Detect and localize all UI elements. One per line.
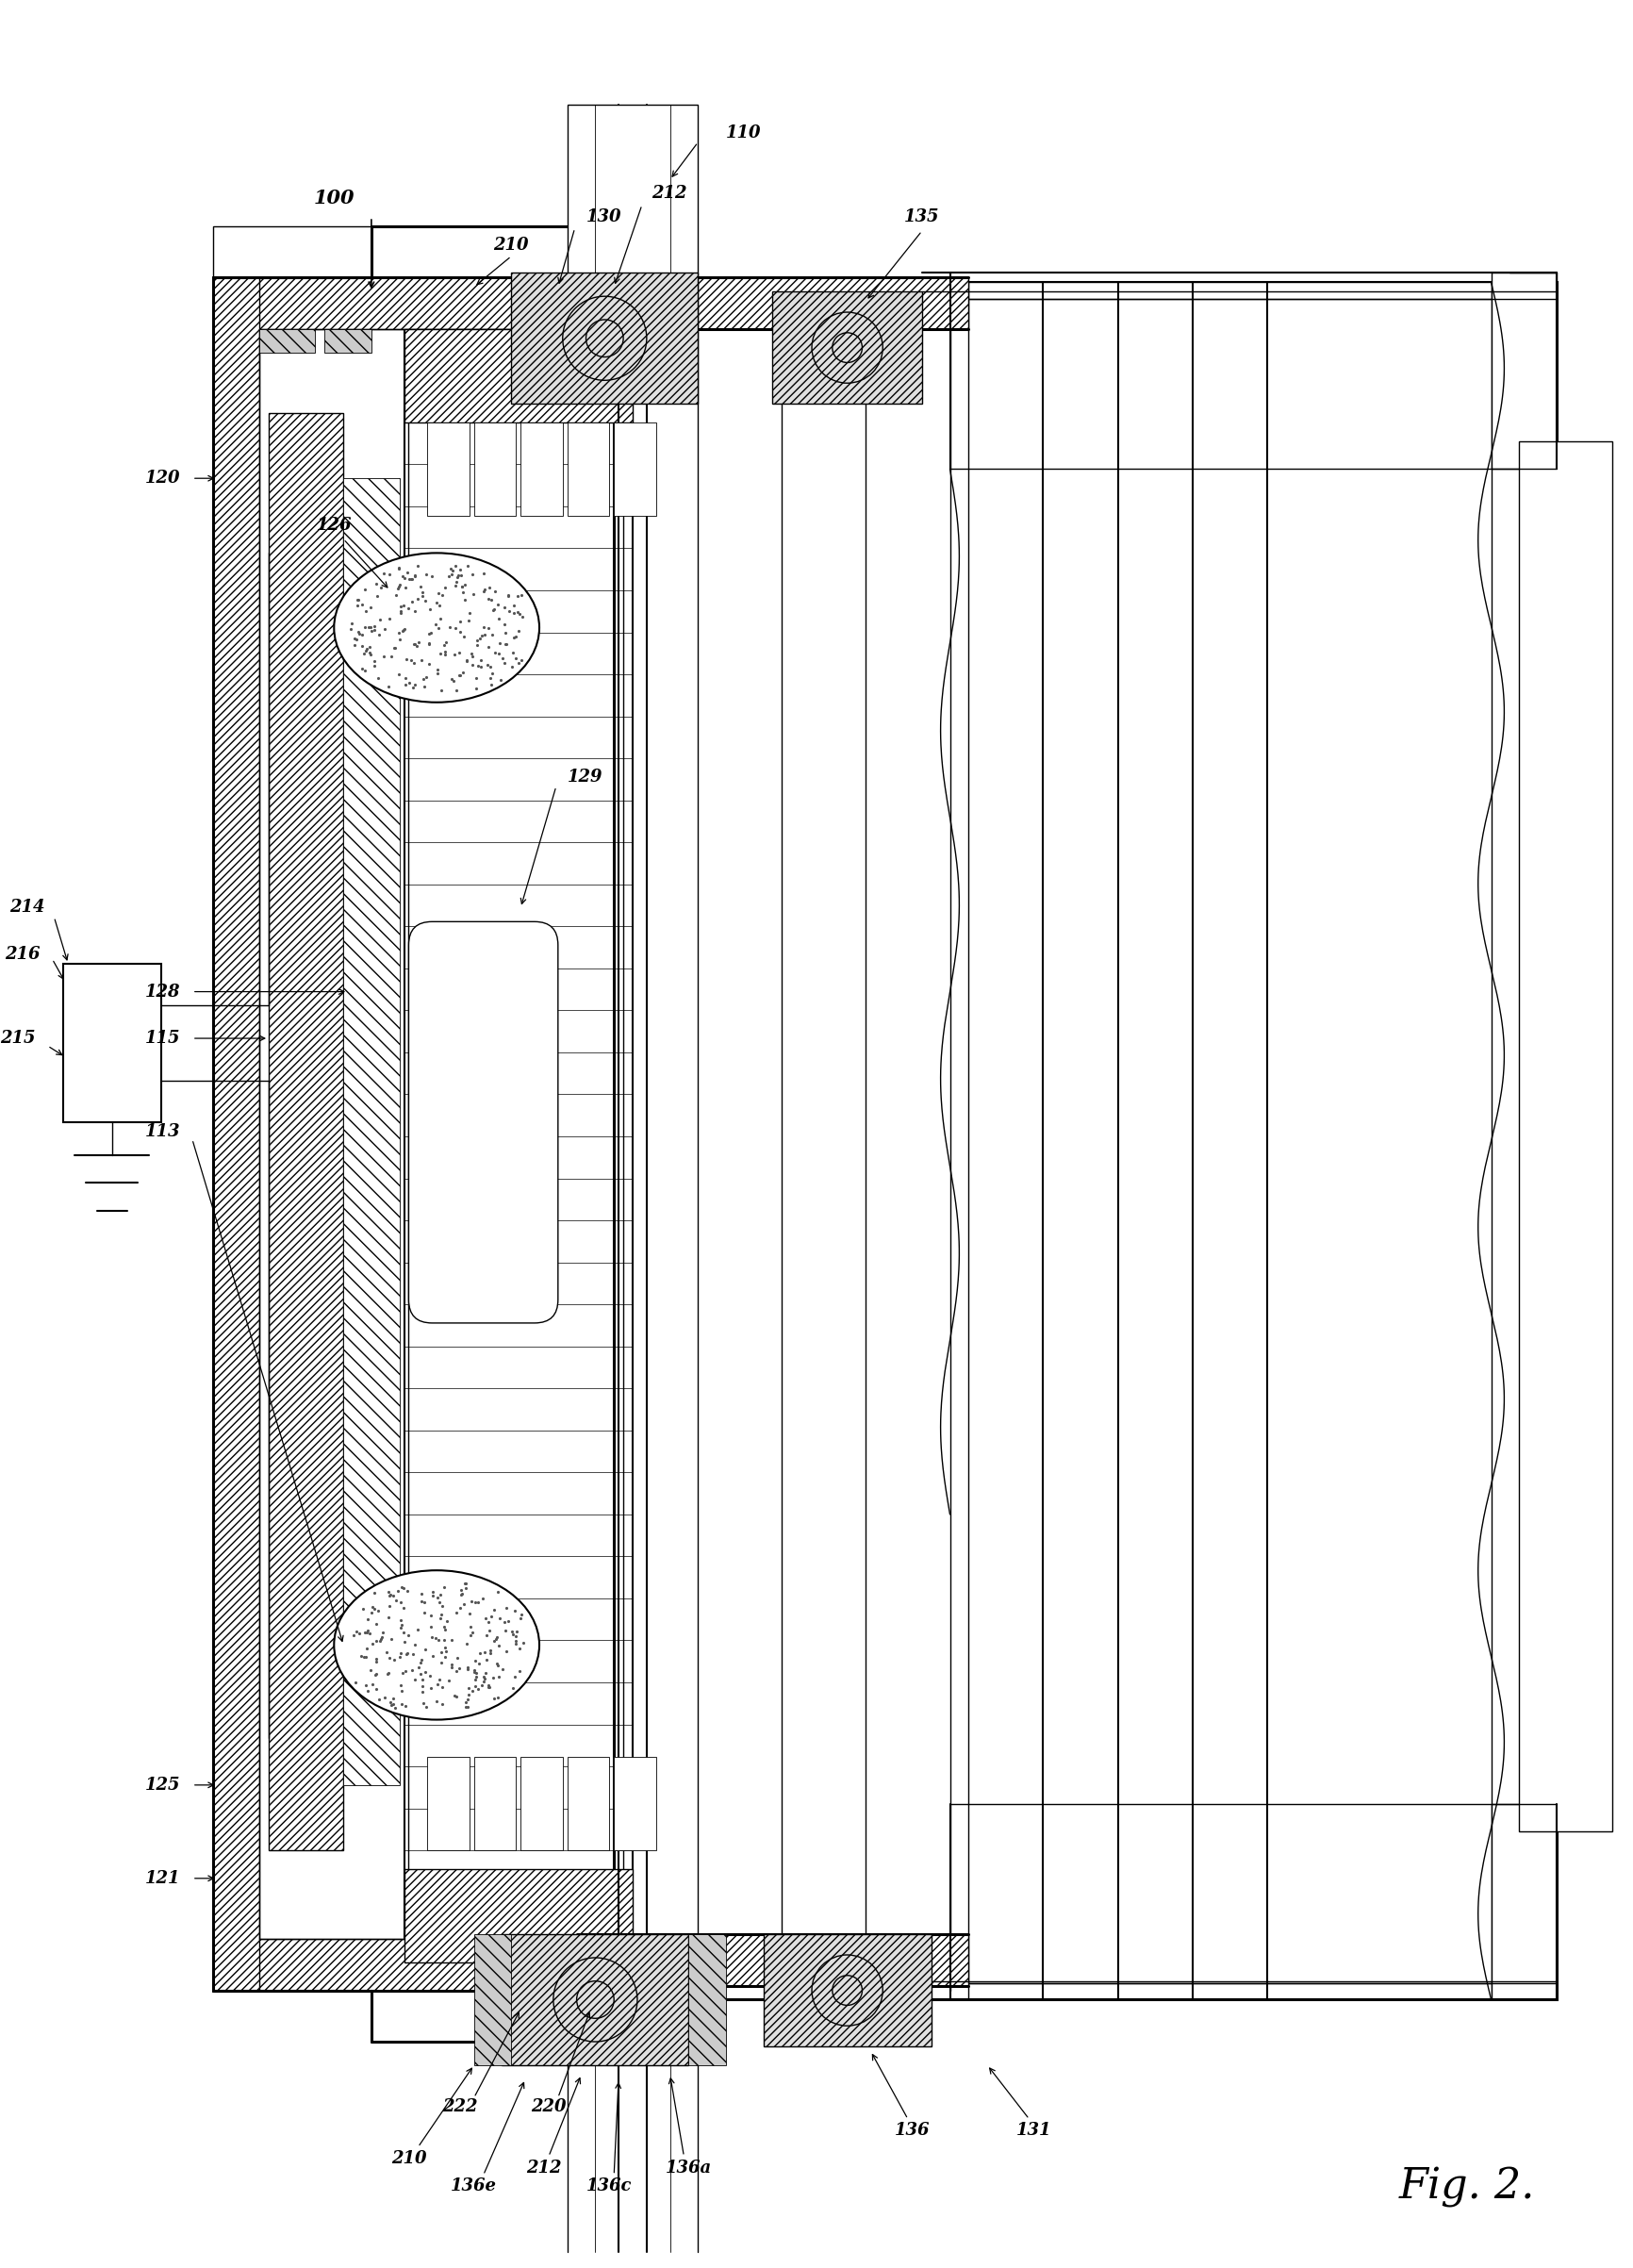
Text: 100: 100 bbox=[314, 188, 354, 209]
Text: 212: 212 bbox=[526, 2159, 562, 2177]
Bar bbox=[403, 329, 632, 1962]
Bar bbox=[521, 1758, 563, 1851]
Bar bbox=[343, 479, 400, 1785]
Bar bbox=[474, 422, 516, 515]
Text: 215: 215 bbox=[0, 1030, 36, 1048]
Text: 130: 130 bbox=[586, 209, 621, 225]
Bar bbox=[474, 1935, 511, 2066]
Bar bbox=[576, 277, 968, 329]
Text: 136c: 136c bbox=[586, 2177, 632, 2195]
Text: 120: 120 bbox=[145, 469, 180, 488]
Text: 136e: 136e bbox=[451, 2177, 496, 2195]
Bar bbox=[428, 1758, 469, 1851]
Bar bbox=[521, 422, 563, 515]
Bar bbox=[269, 413, 343, 1851]
Text: 222: 222 bbox=[443, 2098, 478, 2116]
Bar bbox=[567, 104, 697, 329]
Bar bbox=[511, 272, 697, 404]
Bar bbox=[403, 1869, 632, 1962]
Text: 113: 113 bbox=[145, 1123, 180, 1141]
Bar bbox=[614, 1758, 656, 1851]
Bar bbox=[212, 1939, 614, 1991]
Bar bbox=[408, 338, 624, 1953]
Text: 136: 136 bbox=[895, 2123, 931, 2139]
Bar bbox=[501, 1935, 689, 2066]
Bar bbox=[1491, 272, 1556, 469]
Text: 214: 214 bbox=[10, 898, 44, 916]
Bar bbox=[689, 1935, 727, 2066]
Text: 135: 135 bbox=[905, 209, 939, 225]
Bar bbox=[614, 422, 656, 515]
Text: 220: 220 bbox=[531, 2098, 567, 2116]
Bar bbox=[474, 1758, 516, 1851]
Bar bbox=[260, 329, 315, 352]
Bar bbox=[763, 1935, 931, 2046]
Bar bbox=[64, 964, 162, 1123]
Bar bbox=[212, 277, 260, 1991]
Bar bbox=[428, 422, 469, 515]
Text: 216: 216 bbox=[5, 946, 41, 964]
Text: 212: 212 bbox=[652, 186, 686, 202]
Bar bbox=[1491, 1803, 1556, 2000]
Bar bbox=[325, 329, 371, 352]
Bar bbox=[772, 293, 923, 404]
Bar bbox=[604, 281, 1556, 2000]
Bar bbox=[212, 227, 371, 277]
Text: 129: 129 bbox=[567, 769, 603, 785]
Bar bbox=[576, 1935, 968, 1987]
Text: 126: 126 bbox=[317, 517, 351, 533]
Bar bbox=[1519, 440, 1612, 1833]
Text: 210: 210 bbox=[493, 236, 529, 254]
Ellipse shape bbox=[335, 553, 539, 703]
Ellipse shape bbox=[335, 1569, 539, 1719]
Bar bbox=[567, 1758, 609, 1851]
Bar bbox=[968, 281, 1491, 2000]
Text: 115: 115 bbox=[145, 1030, 180, 1048]
Bar bbox=[567, 422, 609, 515]
Text: 110: 110 bbox=[727, 125, 761, 141]
Text: 121: 121 bbox=[145, 1869, 180, 1887]
Text: 210: 210 bbox=[390, 2150, 426, 2166]
FancyBboxPatch shape bbox=[408, 921, 558, 1322]
Text: 128: 128 bbox=[145, 982, 180, 1000]
Text: Fig. 2.: Fig. 2. bbox=[1398, 2166, 1535, 2207]
Bar bbox=[212, 277, 614, 329]
Text: 125: 125 bbox=[145, 1776, 180, 1794]
Text: 131: 131 bbox=[1016, 2123, 1052, 2139]
Text: 136a: 136a bbox=[666, 2159, 712, 2177]
Bar bbox=[403, 329, 632, 422]
